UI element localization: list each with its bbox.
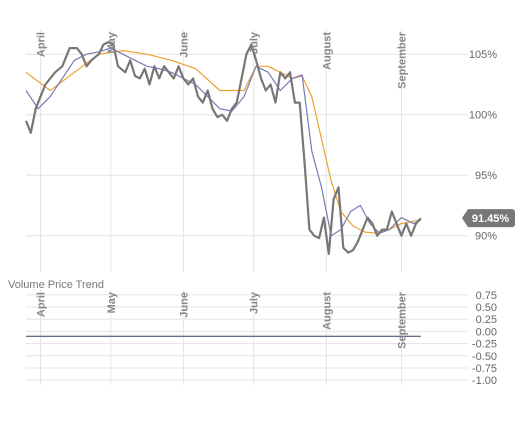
indicator-y-tick-label: -1.00 bbox=[472, 375, 497, 387]
indicator-month-label: August bbox=[321, 292, 333, 330]
price-month-axis: April May June July August September bbox=[36, 31, 409, 89]
indicator-y-tick-label: 0.25 bbox=[476, 314, 497, 326]
indicator-month-label: July bbox=[249, 291, 261, 314]
indicator-grid bbox=[26, 290, 468, 385]
price-month-label: August bbox=[321, 32, 333, 70]
indicator-month-label: September bbox=[396, 291, 408, 349]
last-value-badge: 91.45% bbox=[462, 209, 515, 228]
last-value-badge-shape bbox=[462, 209, 515, 228]
indicator-y-tick-label: 0.00 bbox=[476, 326, 497, 338]
indicator-title: Volume Price Trend bbox=[8, 279, 104, 291]
price-y-tick-label: 95% bbox=[475, 170, 497, 182]
price-month-label: April bbox=[36, 32, 48, 57]
price-y-tick-label: 105% bbox=[469, 49, 497, 61]
price-y-tick-label: 90% bbox=[475, 231, 497, 243]
indicator-y-tick-label: -0.50 bbox=[472, 351, 497, 363]
indicator-month-label: May bbox=[106, 291, 118, 313]
price-y-tick-label: 100% bbox=[469, 110, 497, 122]
indicator-month-axis: April May June July August September bbox=[36, 291, 409, 349]
price-month-label: July bbox=[249, 31, 261, 54]
indicator-y-tick-label: -0.75 bbox=[472, 363, 497, 375]
series-line-fast-avg bbox=[25, 47, 422, 237]
indicator-month-label: June bbox=[178, 292, 190, 318]
price-month-label: May bbox=[106, 31, 118, 53]
series-line-price bbox=[24, 40, 422, 255]
series-line-slow-avg bbox=[25, 49, 421, 234]
indicator-month-label: April bbox=[36, 292, 48, 317]
indicator-y-tick-label: -0.25 bbox=[472, 339, 497, 351]
indicator-y-tick-label: 0.50 bbox=[476, 302, 497, 314]
indicator-y-axis: 0.750.500.250.00-0.25-0.50-0.75-1.00 bbox=[472, 290, 497, 387]
price-month-label: June bbox=[178, 32, 190, 58]
indicator-y-tick-label: 0.75 bbox=[476, 290, 497, 302]
price-y-axis: 105% 100% 95% 90% bbox=[469, 49, 497, 243]
last-value-label: 91.45% bbox=[472, 213, 510, 225]
price-series-group bbox=[24, 40, 422, 255]
price-month-label: September bbox=[396, 31, 408, 89]
